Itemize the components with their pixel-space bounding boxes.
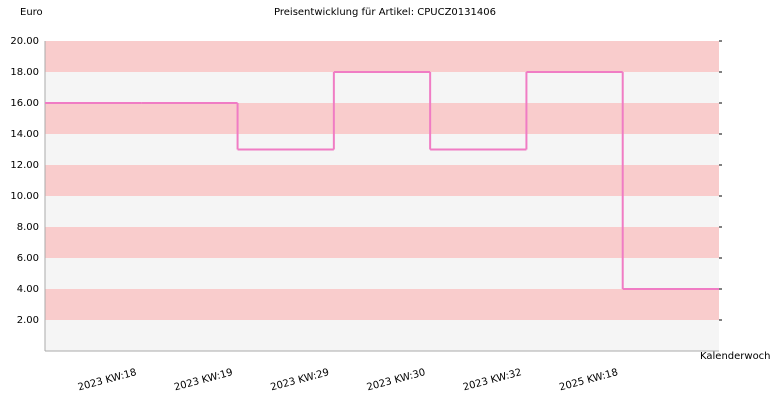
band bbox=[45, 165, 719, 196]
band bbox=[45, 103, 719, 134]
x-tick-label: 2023 KW:19 bbox=[173, 367, 234, 393]
y-tick-label: 8.00 bbox=[17, 222, 39, 233]
y-tick-label: 16.00 bbox=[10, 98, 39, 109]
y-tick-label: 10.00 bbox=[10, 191, 39, 202]
band bbox=[45, 134, 719, 165]
x-axis-label: Kalenderwoche bbox=[700, 351, 770, 362]
chart-title: Preisentwicklung für Artikel: CPUCZ01314… bbox=[274, 7, 496, 18]
x-tick-label: 2023 KW:29 bbox=[269, 367, 330, 393]
y-tick-label: 2.00 bbox=[17, 315, 39, 326]
band bbox=[45, 258, 719, 289]
y-axis-label: Euro bbox=[20, 7, 43, 18]
y-tick-label: 4.00 bbox=[17, 284, 39, 295]
x-tick-label: 2025 KW:18 bbox=[558, 367, 619, 393]
band bbox=[45, 320, 719, 351]
x-tick-label: 2023 KW:18 bbox=[77, 367, 138, 393]
y-tick-label: 20.00 bbox=[10, 36, 39, 47]
x-tick-label: 2023 KW:32 bbox=[462, 367, 523, 393]
y-tick-label: 6.00 bbox=[17, 253, 39, 264]
x-tick-label: 2023 KW:30 bbox=[366, 367, 427, 393]
y-tick-label: 12.00 bbox=[10, 160, 39, 171]
y-tick-label: 14.00 bbox=[10, 129, 39, 140]
band bbox=[45, 227, 719, 258]
band bbox=[45, 72, 719, 103]
y-tick-label: 18.00 bbox=[10, 67, 39, 78]
band bbox=[45, 289, 719, 320]
band bbox=[45, 41, 719, 72]
band bbox=[45, 196, 719, 227]
